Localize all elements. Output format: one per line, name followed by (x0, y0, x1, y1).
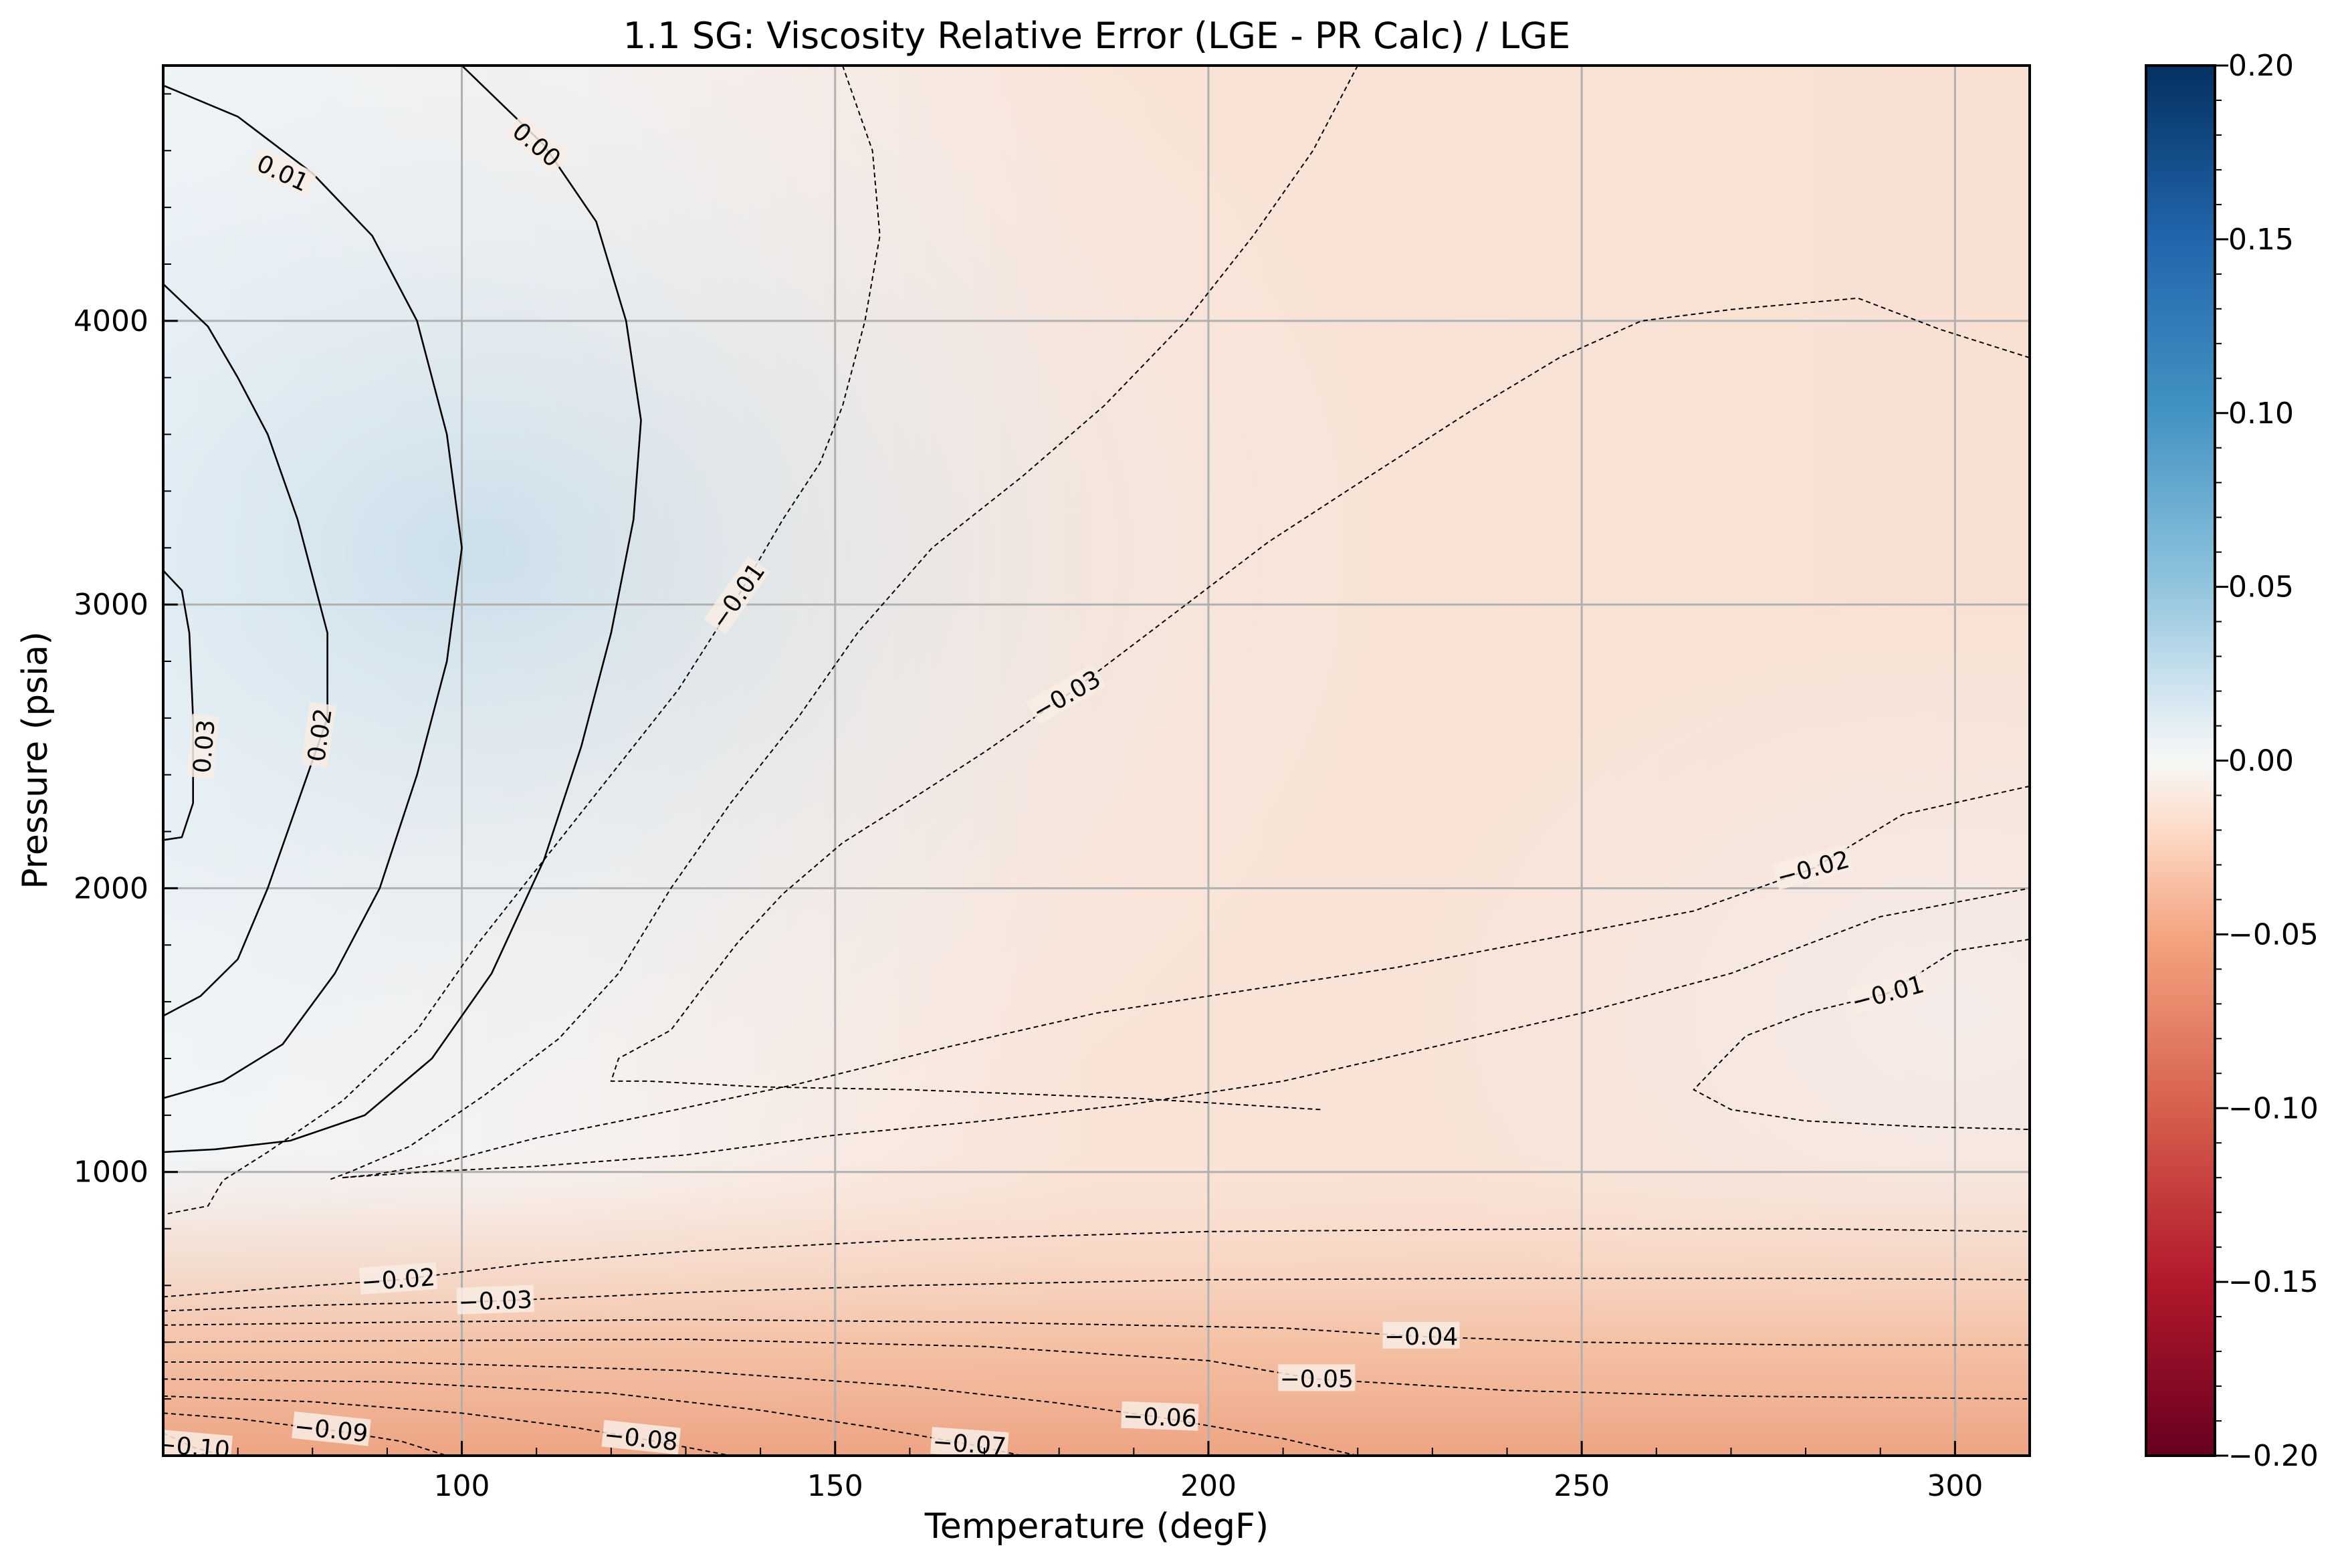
contour-line (163, 1395, 731, 1456)
y-axis-ticks: 1000 2000 3000 4000 (74, 93, 178, 1400)
contour-line (342, 887, 2030, 1179)
contour-label-bg (1772, 844, 1854, 890)
colorbar-tick-label: 0.20 (2228, 49, 2294, 83)
contour-label: −0.10 (155, 1429, 233, 1464)
colorbar: 0.20 0.15 0.10 0.05 0.00 −0.05 −0.10 −0.15 −0.20 (2145, 49, 2319, 1473)
contour-label-bg (704, 556, 770, 635)
contour-label-text: −0.02 (360, 1264, 436, 1297)
contour-line (163, 66, 642, 1153)
contour-label: −0.07 (930, 1427, 1009, 1461)
contour-line (327, 66, 1359, 1182)
contour-label-bg (1846, 969, 1929, 1015)
contour-line (163, 1228, 2030, 1298)
contour-line (163, 283, 328, 1017)
contour-label-bg (1026, 663, 1106, 725)
contour-line (163, 84, 463, 1099)
colorbar-tick-label: 0.00 (2228, 744, 2294, 778)
x-tick-label: 200 (1180, 1469, 1237, 1503)
colorbar-tick-label: −0.10 (2228, 1091, 2319, 1125)
x-axis-ticks: 100 150 200 250 300 (237, 1441, 2030, 1503)
contour-label: −0.02 (358, 1262, 438, 1297)
x-tick-label: 300 (1927, 1469, 1983, 1503)
contour-line (610, 297, 2030, 1111)
chart-title: 1.1 SG: Viscosity Relative Error (LGE - … (623, 15, 1571, 57)
colorbar-tick-label: −0.05 (2228, 917, 2319, 951)
contour-line (342, 785, 2030, 1179)
contour-label-bg (1278, 1364, 1356, 1391)
y-tick-label: 4000 (74, 304, 148, 338)
contour-label-bg (187, 713, 219, 779)
y-tick-label: 3000 (74, 588, 148, 622)
x-tick-label: 250 (1554, 1469, 1610, 1503)
colorbar-tick-label: −0.15 (2228, 1265, 2319, 1299)
x-tick-label: 150 (807, 1469, 863, 1503)
contour-line (163, 66, 881, 1216)
contour-label: 0.03 (187, 713, 221, 779)
plot-area: 0.010.000.03 0.02−0.01−0.03−0.02−0.01−0.0… (74, 64, 2031, 1503)
heatmap-bottom-region (163, 66, 2030, 1456)
contour-label-text: −0.05 (1280, 1365, 1354, 1393)
contour-label-bg (292, 1411, 371, 1446)
contour-label: −0.05 (1278, 1364, 1356, 1393)
contour-line (163, 1277, 2030, 1312)
contour-label-bg (1121, 1401, 1199, 1431)
contour-label-bg (456, 1284, 534, 1315)
contour-label-bg (301, 701, 336, 768)
contour-label-bg (163, 1429, 233, 1456)
contour-label-text: −0.06 (1123, 1403, 1198, 1433)
colorbar-gradient (2146, 66, 2215, 1456)
contour-label-bg (601, 1420, 681, 1455)
contour-label: −0.03 (456, 1284, 534, 1317)
contour-label-bg (930, 1427, 1009, 1456)
contour-label-text: −0.10 (155, 1431, 231, 1464)
contour-label-text: −0.03 (458, 1286, 533, 1317)
contour-label: −0.08 (601, 1420, 681, 1456)
contour-label: −0.04 (1382, 1321, 1460, 1351)
plot-frame (162, 64, 2031, 1457)
contour-line (163, 1339, 2030, 1400)
x-tick-label: 100 (434, 1469, 490, 1503)
grid-lines (163, 66, 2030, 1456)
colorbar-tick-label: −0.20 (2228, 1439, 2319, 1473)
y-tick-label: 1000 (74, 1155, 148, 1190)
colorbar-tick-label: 0.15 (2228, 223, 2294, 257)
contour-label-bg (1382, 1321, 1460, 1349)
y-tick-label: 2000 (74, 871, 148, 905)
contour-line (163, 1319, 2030, 1346)
colorbar-tick-label: 0.05 (2228, 570, 2294, 604)
contour-label-text: −0.07 (932, 1428, 1007, 1461)
colorbar-ticks: 0.20 0.15 0.10 0.05 0.00 −0.05 −0.10 −0.15 −0.20 (2215, 49, 2319, 1473)
contour-label-bg (504, 113, 570, 175)
contour-label-bg (358, 1262, 438, 1295)
contour-line (163, 1378, 1023, 1456)
colorbar-tick-label: 0.10 (2228, 397, 2294, 431)
contour-label-bg (249, 146, 318, 198)
x-axis-label: Temperature (degF) (924, 1506, 1269, 1547)
contour-labels: 0.010.000.03 0.02−0.01−0.03−0.02−0.01−0.0… (155, 113, 1929, 1464)
contour-label-text: 0.03 (189, 719, 221, 774)
contour-line (163, 1361, 1358, 1456)
y-axis-label: Pressure (psia) (15, 631, 56, 889)
contour-label-text: −0.04 (1384, 1323, 1458, 1351)
contour-label: −0.06 (1121, 1401, 1199, 1433)
contour-lines (163, 66, 2030, 1456)
